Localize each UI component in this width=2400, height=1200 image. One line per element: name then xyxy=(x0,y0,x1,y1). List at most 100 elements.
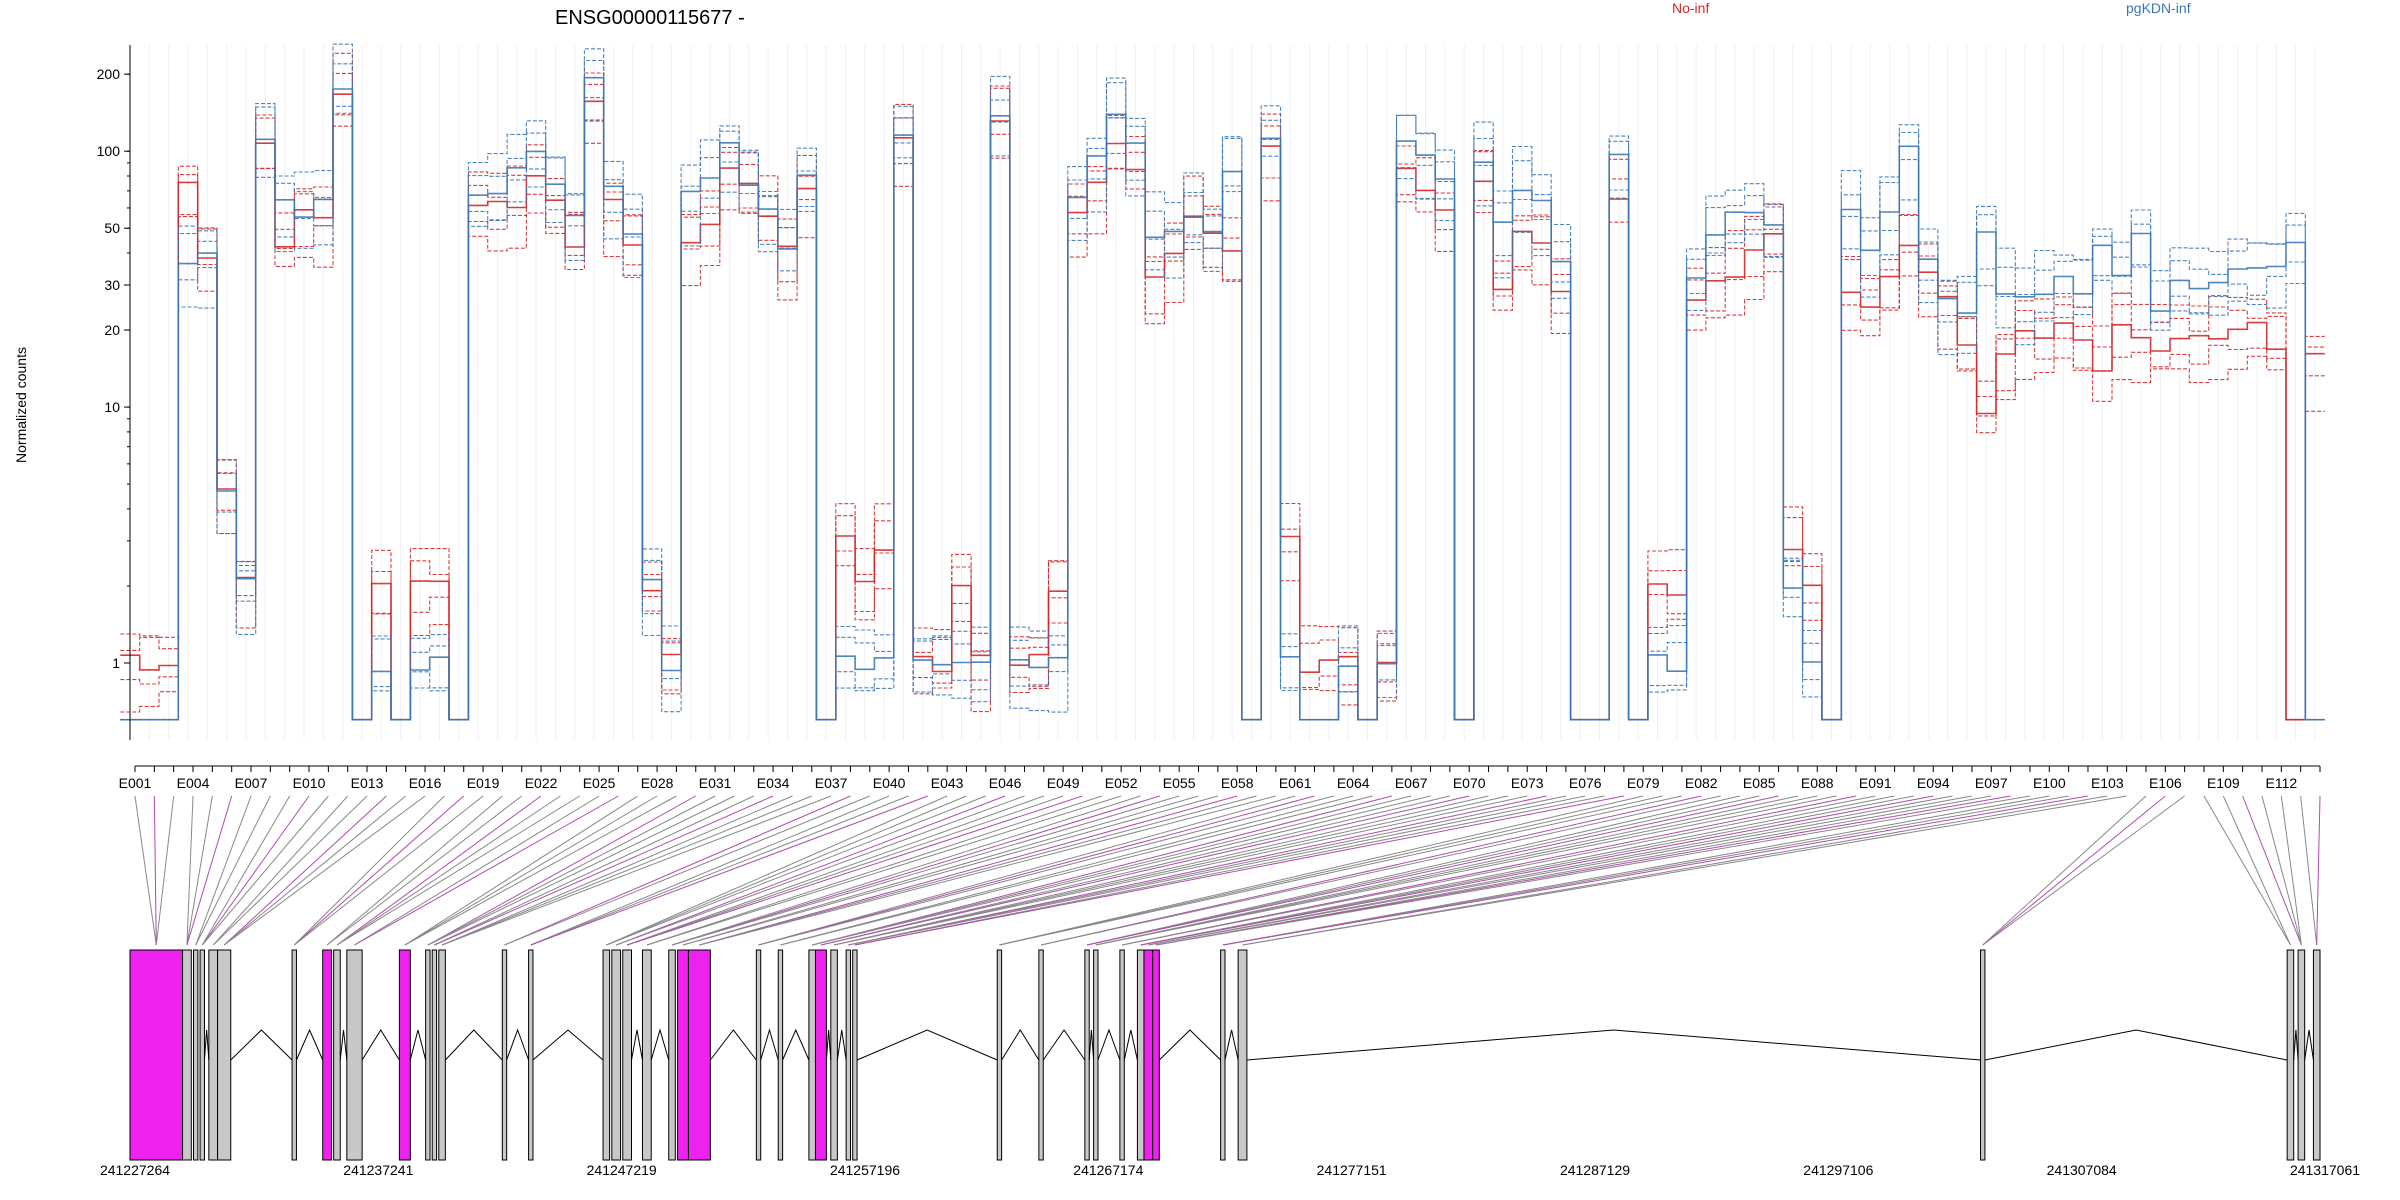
exon-connector-line xyxy=(606,795,986,946)
exon-block xyxy=(425,949,431,1161)
intron-line xyxy=(1001,1029,1040,1061)
exon-block xyxy=(438,949,446,1161)
exon-connector-line xyxy=(606,795,967,946)
y-tick-label: 1 xyxy=(112,655,120,671)
y-tick-label: 50 xyxy=(104,220,120,236)
exon-block xyxy=(668,949,676,1161)
genomic-coordinate-label: 241277151 xyxy=(1317,1162,1387,1178)
exon-connector-line xyxy=(999,795,1683,946)
x-tick-label: E055 xyxy=(1163,775,1196,791)
exon-connector-line xyxy=(616,795,1025,946)
x-tick-label: E016 xyxy=(409,775,442,791)
exon-connector-line xyxy=(201,795,329,946)
x-tick-label: E097 xyxy=(1975,775,2008,791)
intron-line xyxy=(1158,1029,1221,1061)
intron-line xyxy=(361,1029,400,1061)
exon-block xyxy=(1980,949,1986,1161)
exon-connector-line xyxy=(155,795,175,946)
exon-block xyxy=(1038,949,1044,1161)
exon-connector-line xyxy=(1982,795,2166,946)
series-line-no-inf xyxy=(120,114,2325,721)
exon-connector-line xyxy=(404,795,639,946)
intron-line xyxy=(1224,1029,1239,1061)
exon-block xyxy=(845,949,852,1161)
exon-connector-line xyxy=(434,795,774,946)
exon-connector-line xyxy=(186,795,213,946)
exon-block xyxy=(208,949,219,1161)
exon-connector-line xyxy=(1222,795,2050,946)
exon-connector-line xyxy=(1148,795,1953,946)
exon-connector-line xyxy=(293,795,465,946)
exon-connector-line xyxy=(699,795,1257,946)
genomic-coordinate-label: 241237241 xyxy=(343,1162,413,1178)
x-tick-label: E073 xyxy=(1511,775,1544,791)
intron-line xyxy=(1088,1029,1095,1061)
exon-block xyxy=(217,949,232,1161)
exon-block xyxy=(333,949,341,1161)
x-tick-label: E046 xyxy=(989,775,1022,791)
exon-connector-line xyxy=(848,795,1586,946)
exon-connector-line xyxy=(441,795,832,946)
exon-block xyxy=(2312,949,2321,1161)
exon-connector-line xyxy=(616,795,1006,946)
intron-line xyxy=(506,1028,530,1061)
exon-connector-line xyxy=(2203,795,2291,946)
exon-connector-line xyxy=(626,795,1044,946)
exon-connector-line xyxy=(1040,795,1702,946)
exon-connector-line xyxy=(336,795,542,946)
exon-connector-line xyxy=(1086,795,1779,946)
exon-block xyxy=(1143,949,1154,1161)
exon-connector-line xyxy=(404,795,658,946)
exon-connector-line xyxy=(1982,795,2147,946)
exon-connector-line xyxy=(186,795,233,946)
exon-connector-line xyxy=(212,795,349,946)
exon-connector-line xyxy=(441,795,793,946)
x-tick-label: E109 xyxy=(2207,775,2240,791)
y-tick-label: 20 xyxy=(104,322,120,338)
exon-connector-line xyxy=(1095,795,1818,946)
x-tick-label: E040 xyxy=(873,775,906,791)
exon-connector-line xyxy=(504,795,851,946)
exon-connector-line xyxy=(1086,795,1760,946)
exon-connector-line xyxy=(186,795,194,946)
exon-block xyxy=(677,949,689,1161)
exon-connector-line xyxy=(833,795,1508,946)
exon-block xyxy=(182,949,192,1161)
x-tick-label: E103 xyxy=(2091,775,2124,791)
exon-connector-line xyxy=(427,795,716,946)
genomic-coordinate-label: 241257196 xyxy=(830,1162,900,1178)
series-line-pgkdn-inf xyxy=(120,112,2325,721)
exon-connector-line xyxy=(820,795,1450,946)
intron-line xyxy=(1042,1029,1086,1061)
intron-line xyxy=(1097,1028,1121,1061)
exon-connector-line xyxy=(1095,795,1837,946)
exon-block xyxy=(193,949,199,1161)
exon-block xyxy=(2297,949,2306,1161)
exon-connector-line xyxy=(812,795,1392,946)
exon-block xyxy=(814,949,827,1161)
exon-connector-line xyxy=(1140,795,1934,946)
exon-connector-line xyxy=(427,795,696,946)
exon-block xyxy=(777,949,784,1161)
x-tick-label: E094 xyxy=(1917,775,1950,791)
exon-block xyxy=(291,949,297,1161)
exon-connector-line xyxy=(223,795,426,946)
intron-line xyxy=(230,1029,293,1061)
exon-connector-line xyxy=(671,795,1180,946)
intron-line xyxy=(1123,1029,1138,1061)
exon-connector-line xyxy=(1040,795,1721,946)
exon-connector-line xyxy=(780,795,1354,946)
exon-connector-line xyxy=(699,795,1238,946)
x-tick-label: E070 xyxy=(1453,775,1486,791)
exon-connector-line xyxy=(2222,795,2291,946)
exon-connector-line xyxy=(682,795,1218,946)
y-tick-label: 30 xyxy=(104,277,120,293)
exon-block xyxy=(528,949,534,1161)
exon-block xyxy=(641,949,652,1161)
x-tick-label: E034 xyxy=(757,775,790,791)
exon-connector-line xyxy=(1155,795,1992,946)
legend-entry-pgkdn-inf: pgKDN-inf xyxy=(2126,0,2191,16)
exon-connector-line xyxy=(854,795,1624,946)
exon-connector-line xyxy=(699,795,1276,946)
exon-connector-line xyxy=(999,795,1644,946)
